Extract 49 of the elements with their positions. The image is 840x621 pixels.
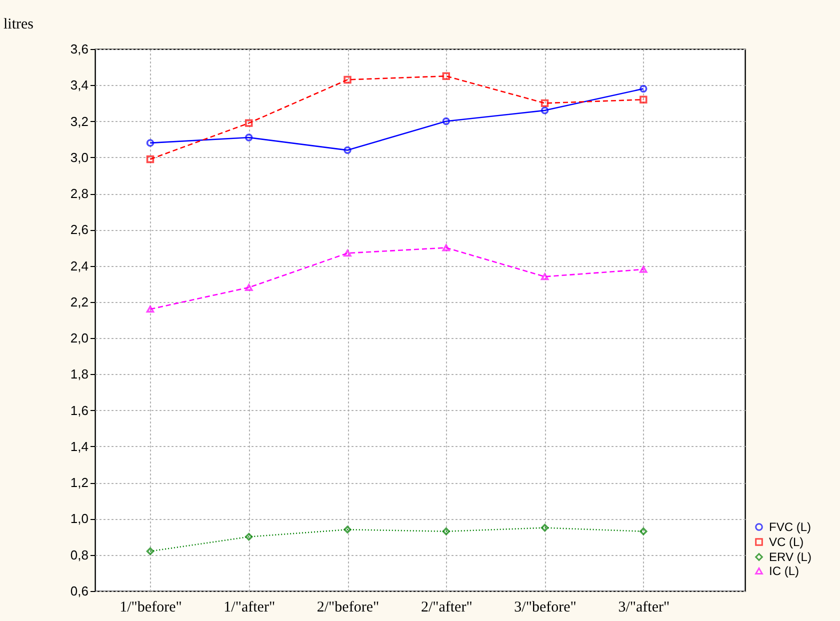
legend-label: ERV (L) <box>769 550 812 564</box>
point <box>245 284 253 291</box>
point <box>245 119 253 127</box>
point <box>540 106 549 114</box>
y-tick-label: 2,2 <box>70 294 88 310</box>
point <box>146 306 154 313</box>
point <box>344 76 352 84</box>
legend-label: FVC (L) <box>769 520 812 534</box>
point <box>442 72 450 80</box>
x-tick-label: 3/"before" <box>514 600 576 616</box>
point <box>245 134 253 142</box>
y-tick-label: 2,0 <box>70 330 88 346</box>
y-tick-label: 1,4 <box>70 438 88 454</box>
x-tick-label: 2/"after" <box>420 600 472 616</box>
point <box>146 547 154 556</box>
y-tick-label: 3,0 <box>70 150 88 165</box>
y-tick-label: 1,6 <box>70 402 88 418</box>
point <box>640 528 648 536</box>
point <box>245 532 253 541</box>
legend-label: VC (L) <box>769 535 804 549</box>
y-tick-label: 3,6 <box>70 42 88 56</box>
x-tick-label: 2/"before" <box>316 600 380 616</box>
y-tick-label: 1,0 <box>70 511 88 526</box>
point <box>344 250 352 257</box>
point <box>146 155 154 164</box>
y-tick-label: 2,6 <box>70 222 88 238</box>
x-tick-label: 1/"after" <box>224 600 276 616</box>
legend-label: IC (L) <box>769 564 800 578</box>
point <box>442 244 450 252</box>
point <box>344 146 352 154</box>
point <box>540 99 549 108</box>
y-axis-title: litres <box>4 16 34 32</box>
y-tick-label: 2,4 <box>70 258 88 274</box>
y-tick-label: 0,8 <box>70 547 88 562</box>
point <box>540 273 549 280</box>
y-tick-label: 1,2 <box>70 475 88 490</box>
point <box>540 524 549 532</box>
point <box>640 266 648 273</box>
point <box>442 117 450 126</box>
point <box>442 528 450 536</box>
x-tick-label: 1/"before" <box>120 600 182 616</box>
point <box>344 526 352 534</box>
y-tick-label: 3,2 <box>70 114 88 129</box>
y-tick-label: 0,6 <box>70 584 88 598</box>
point <box>640 96 648 104</box>
y-tick-label: 2,8 <box>70 186 88 202</box>
y-tick-label: 3,4 <box>70 78 88 93</box>
y-tick-label: 1,8 <box>70 366 88 382</box>
x-tick-label: 3/"after" <box>618 600 670 616</box>
